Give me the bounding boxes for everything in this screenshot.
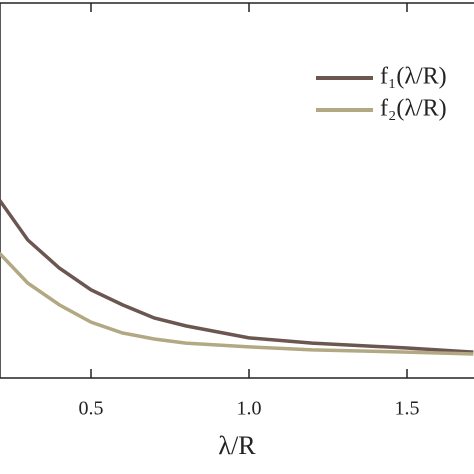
legend: f₁(λ/R) f₂(λ/R): [316, 64, 447, 122]
x-tick-label: 0.5: [79, 398, 104, 420]
legend-label: f₂(λ/R): [380, 96, 447, 122]
x-tick-label: 1.0: [237, 398, 262, 420]
x-axis-title: λ/R: [218, 431, 256, 460]
x-tick-label: 1.5: [395, 398, 420, 420]
plot-area: [0, 198, 474, 356]
legend-label: f₁(λ/R): [380, 64, 447, 90]
line-series: [0, 198, 474, 354]
line-series: [0, 251, 474, 356]
